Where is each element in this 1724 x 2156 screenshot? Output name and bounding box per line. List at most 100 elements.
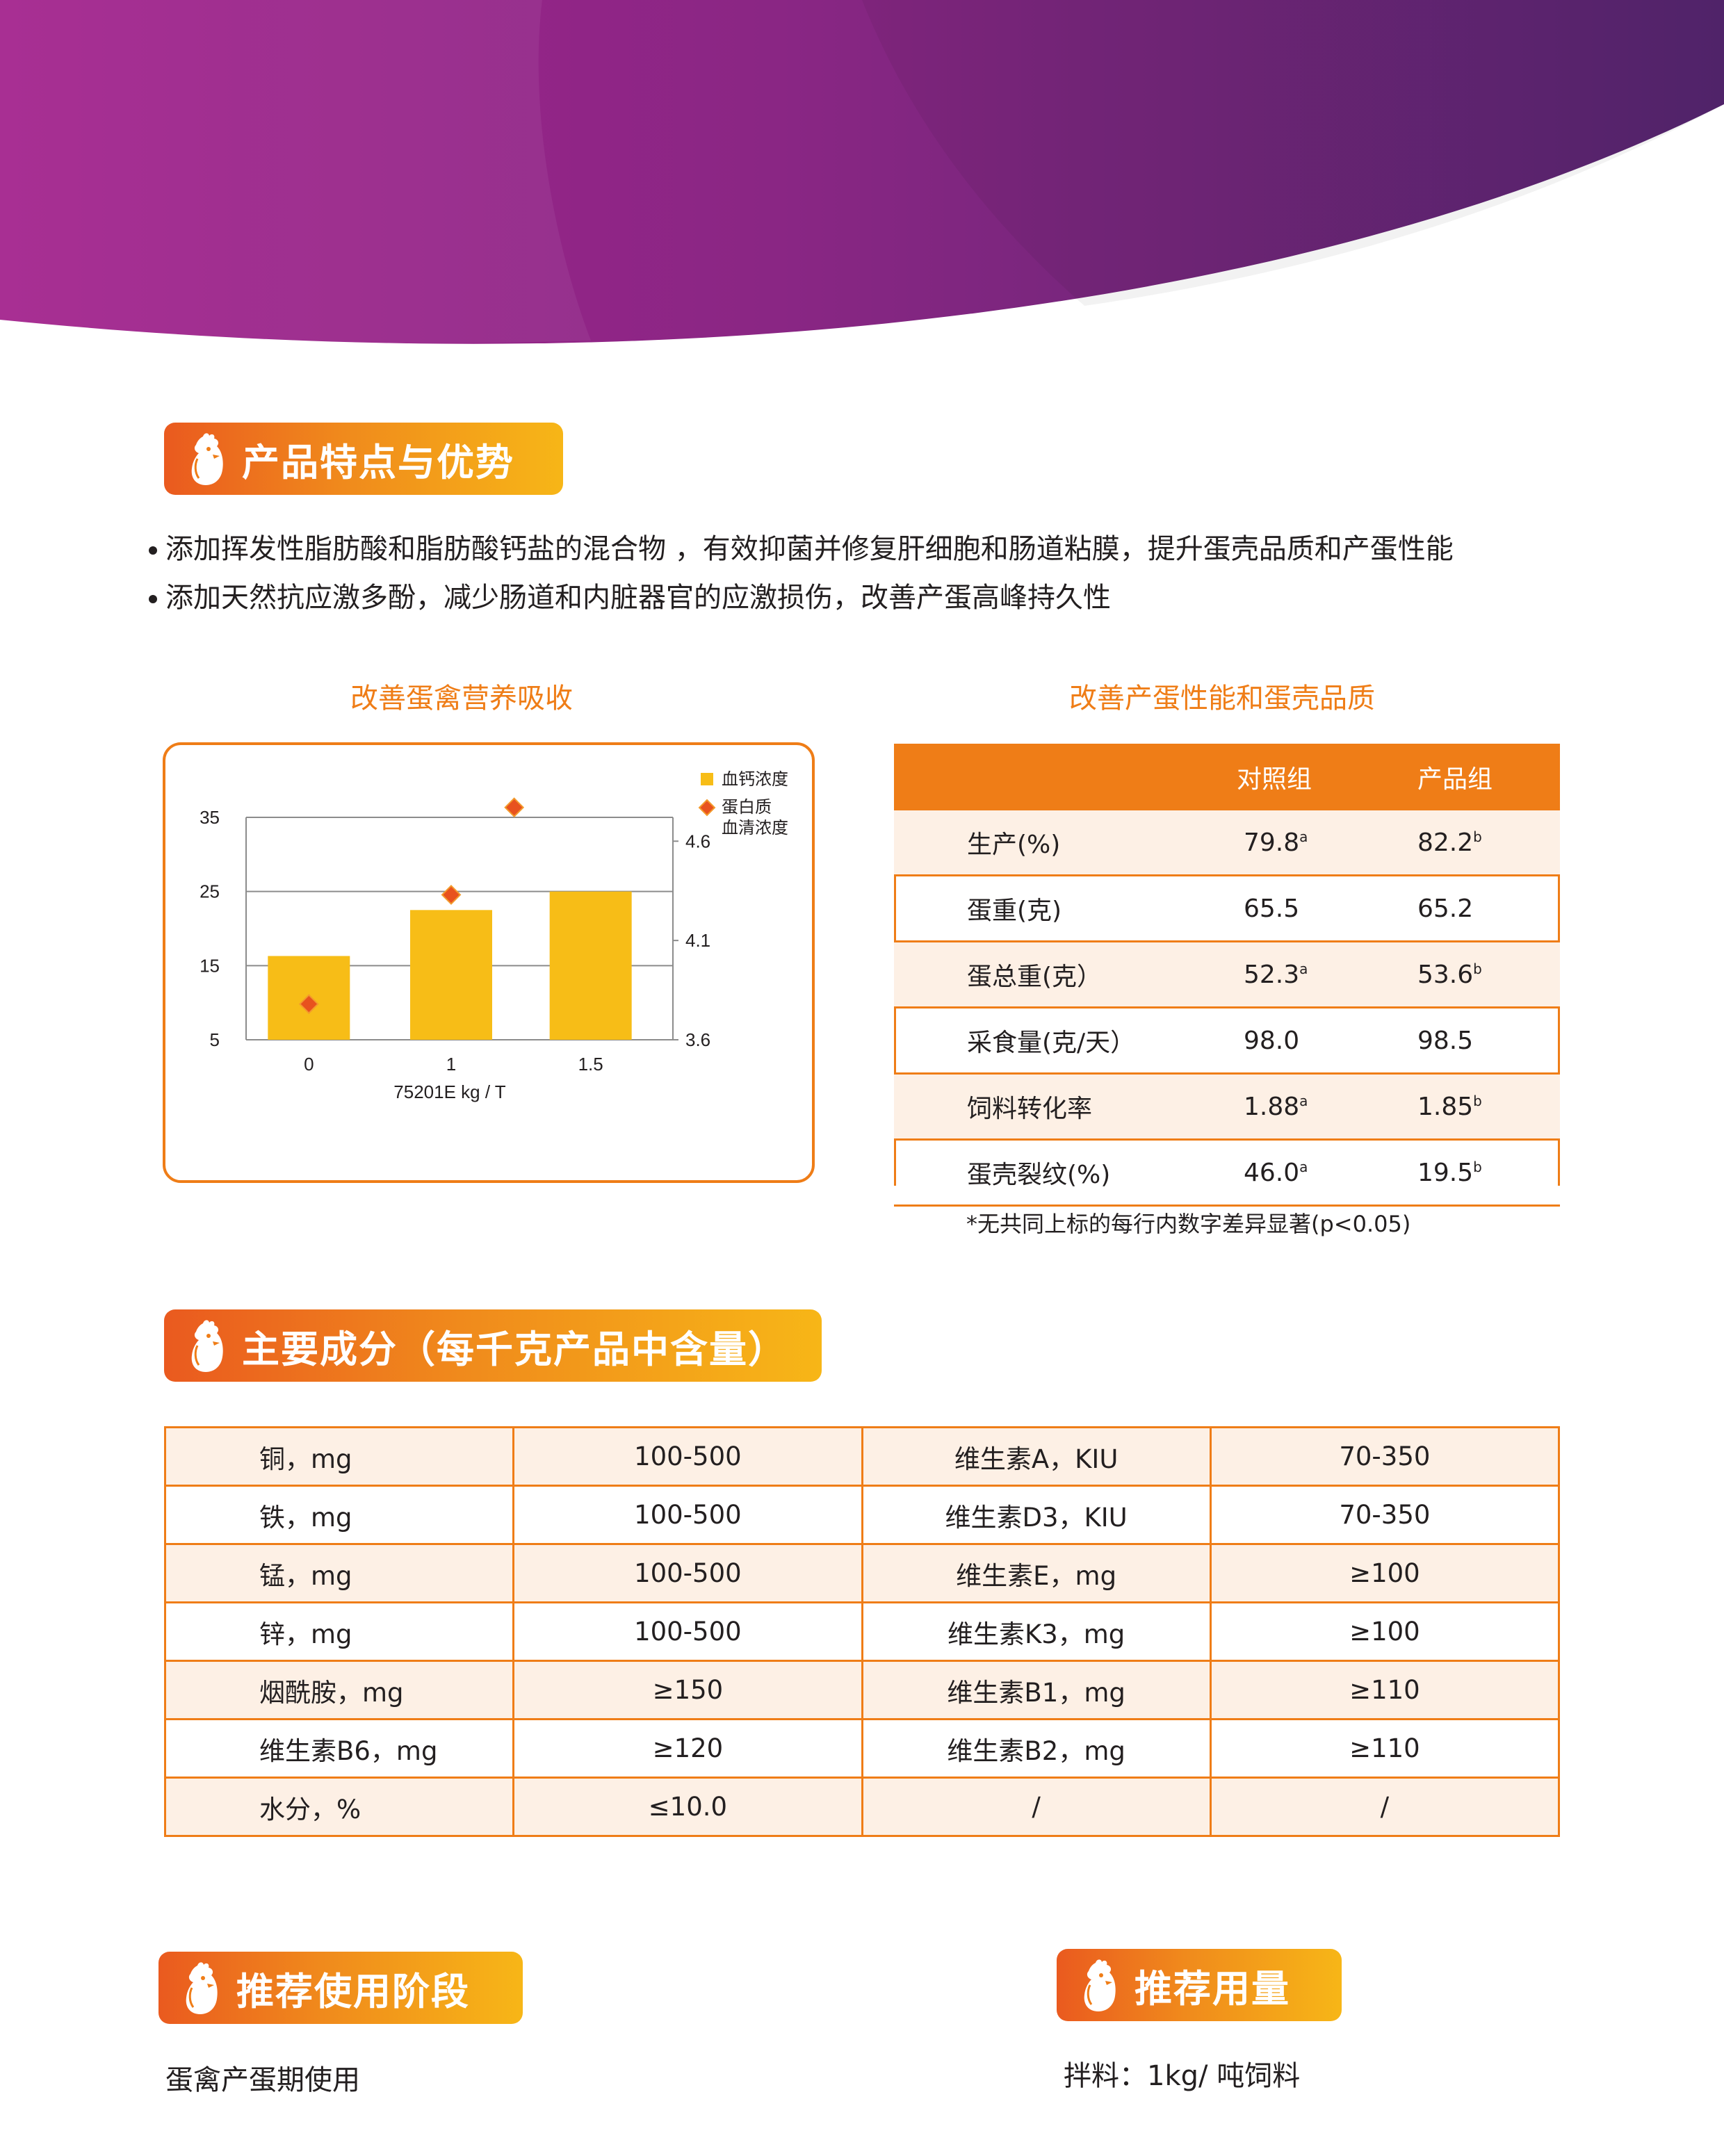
hen-icon	[1084, 1959, 1116, 2011]
product-value: 19.5b	[1417, 1139, 1560, 1207]
dosage-section-title: 推荐用量	[1135, 1966, 1290, 2011]
product-value: 53.6b	[1417, 941, 1560, 1008]
ingredient-name: 烟酰胺，mg	[163, 1660, 515, 1720]
ingredient-amount: 100-500	[512, 1601, 863, 1662]
top-banner	[0, 0, 1724, 344]
control-value: 52.3a	[1243, 941, 1417, 1008]
data-point-diamond	[441, 885, 462, 905]
data-point-diamond	[298, 994, 319, 1014]
left-tick-label: 5	[210, 1029, 220, 1050]
right-tick-label: 4.1	[685, 930, 710, 951]
ingredient-amount: 100-500	[512, 1426, 863, 1487]
vitamin-amount: ≥100	[1209, 1601, 1561, 1662]
right-tick-label: 3.6	[685, 1029, 710, 1050]
hen-icon	[186, 1962, 218, 2014]
product-value: 98.5	[1417, 1007, 1560, 1075]
control-value: 1.88a	[1243, 1073, 1417, 1141]
ingredient-name: 锰，mg	[163, 1543, 515, 1603]
feature-item: 添加天然抗应激多酚，减少肠道和内脏器官的应激损伤，改善产蛋高峰持久性	[149, 573, 1454, 622]
ingredient-row: 铜，mg 100-500 维生素A，KIU 70-350	[163, 1426, 1561, 1487]
table-header-row: 对照组 产品组	[894, 744, 1560, 810]
bullet-dot	[149, 595, 157, 603]
x-tick-label: 1	[446, 1054, 456, 1075]
left-tick-label: 25	[200, 881, 220, 902]
chart: 5 15 25 35 3.6 4.1 4.6 0 1 1.5 75201E kg / T 血钙浓度蛋白…	[200, 770, 788, 1102]
ingredient-name: 锌，mg	[163, 1601, 515, 1662]
row-label: 采食量(克/天）	[966, 1007, 1243, 1075]
table-row: 蛋总重(克） 52.3a 53.6b	[894, 941, 1560, 1008]
ingredient-name: 铁，mg	[163, 1485, 515, 1545]
table-row: 蛋重(克) 65.5 65.2	[894, 875, 1560, 942]
vitamin-name: 维生素A，KIU	[861, 1426, 1212, 1487]
row-label: 蛋重(克)	[966, 875, 1243, 942]
vitamin-amount: /	[1209, 1777, 1561, 1837]
row-spacer	[894, 1073, 966, 1141]
vitamin-name: 维生素B2，mg	[861, 1718, 1212, 1779]
control-value: 65.5	[1243, 875, 1417, 942]
vitamin-name: /	[861, 1777, 1212, 1837]
vitamin-amount: 70-350	[1209, 1426, 1561, 1487]
vitamin-amount: ≥110	[1209, 1660, 1561, 1720]
vitamin-name: 维生素E，mg	[861, 1543, 1212, 1603]
ingredient-amount: 100-500	[512, 1485, 863, 1545]
left-tick-label: 35	[200, 807, 220, 828]
row-label: 饲料转化率	[966, 1073, 1243, 1141]
legend-label: 蛋白质	[722, 798, 772, 817]
row-spacer	[894, 810, 966, 876]
vitamin-name: 维生素K3，mg	[861, 1601, 1212, 1662]
ingredient-row: 烟酰胺，mg ≥150 维生素B1，mg ≥110	[163, 1660, 1561, 1720]
control-value: 79.8a	[1243, 810, 1417, 876]
header-product: 产品组	[1417, 744, 1560, 810]
ingredients-section-title: 主要成分（每千克产品中含量）	[242, 1327, 787, 1371]
row-spacer	[894, 1007, 966, 1075]
table-row: 蛋壳裂纹(%) 46.0a 19.5b	[894, 1139, 1560, 1207]
feature-item: 添加挥发性脂肪酸和脂肪酸钙盐的混合物 ，有效抑菌并修复肝细胞和肠道粘膜，提升蛋壳…	[149, 525, 1454, 573]
feature-list: 添加挥发性脂肪酸和脂肪酸钙盐的混合物 ，有效抑菌并修复肝细胞和肠道粘膜，提升蛋壳…	[149, 525, 1454, 622]
stage-section-title: 推荐使用阶段	[236, 1969, 470, 2014]
performance-table: 对照组 产品组 生产(%) 79.8a 82.2b 蛋重(克) 65.5 65.2 蛋总重(…	[894, 744, 1560, 1207]
vitamin-amount: ≥100	[1209, 1543, 1561, 1603]
chart-box: 5 15 25 35 3.6 4.1 4.6 0 1 1.5 75201E kg / T 血钙浓度 蛋白…	[163, 742, 815, 1183]
header-label	[966, 744, 1243, 810]
ingredient-row: 铁，mg 100-500 维生素D3，KIU 70-350	[163, 1485, 1561, 1545]
row-label: 生产(%)	[966, 810, 1243, 876]
table-title: 改善产蛋性能和蛋壳品质	[1069, 683, 1375, 714]
x-axis-label: 75201E kg / T	[393, 1081, 506, 1102]
table-row: 采食量(克/天） 98.0 98.5	[894, 1007, 1560, 1075]
legend-label: 血清浓度	[722, 819, 788, 838]
vitamin-amount: 70-350	[1209, 1485, 1561, 1545]
hen-icon	[191, 1320, 223, 1372]
legend-label: 血钙浓度	[722, 770, 788, 789]
features-section-title: 产品特点与优势	[242, 440, 514, 484]
ingredient-row: 维生素B6，mg ≥120 维生素B2，mg ≥110	[163, 1718, 1561, 1779]
bar	[549, 891, 632, 1040]
product-value: 65.2	[1417, 875, 1560, 942]
ingredient-amount: ≥150	[512, 1660, 863, 1720]
control-value: 46.0a	[1243, 1139, 1417, 1207]
ingredient-row: 水分，% ≤10.0//	[163, 1777, 1561, 1837]
control-value: 98.0	[1243, 1007, 1417, 1075]
header-blank	[894, 744, 966, 810]
vitamin-amount: ≥110	[1209, 1718, 1561, 1779]
bullet-dot	[149, 546, 157, 555]
x-tick-label: 1.5	[578, 1054, 603, 1075]
right-tick-label: 4.6	[685, 831, 710, 851]
data-point-diamond	[504, 797, 525, 818]
ingredients-section-header: 主要成分（每千克产品中含量）	[164, 1309, 822, 1382]
x-tick-label: 0	[304, 1054, 314, 1075]
stage-section-header: 推荐使用阶段	[158, 1952, 523, 2024]
row-spacer	[894, 1139, 966, 1207]
row-label: 蛋壳裂纹(%)	[966, 1139, 1243, 1207]
header-control: 对照组	[1237, 744, 1417, 810]
ingredient-amount: 100-500	[512, 1543, 863, 1603]
feature-text: 添加天然抗应激多酚，减少肠道和内脏器官的应激损伤，改善产蛋高峰持久性	[165, 582, 1111, 614]
footnote: *无共同上标的每行内数字差异显著(p<0.05)	[966, 1211, 1411, 1237]
vitamin-name: 维生素B1，mg	[861, 1660, 1212, 1720]
ingredient-amount: ≥120	[512, 1718, 863, 1779]
ingredient-amount: ≤10.0	[512, 1777, 863, 1837]
features-section-header: 产品特点与优势	[164, 423, 563, 495]
row-spacer	[894, 875, 966, 942]
ingredients-table: 铜，mg 100-500 维生素A，KIU 70-350 铁，mg 100-500 维生素D…	[163, 1426, 1561, 1837]
feature-text: 添加挥发性脂肪酸和脂肪酸钙盐的混合物 ，有效抑菌并修复肝细胞和肠道粘膜，提升蛋壳…	[165, 533, 1454, 565]
legend-diamond-swatch	[698, 799, 716, 817]
